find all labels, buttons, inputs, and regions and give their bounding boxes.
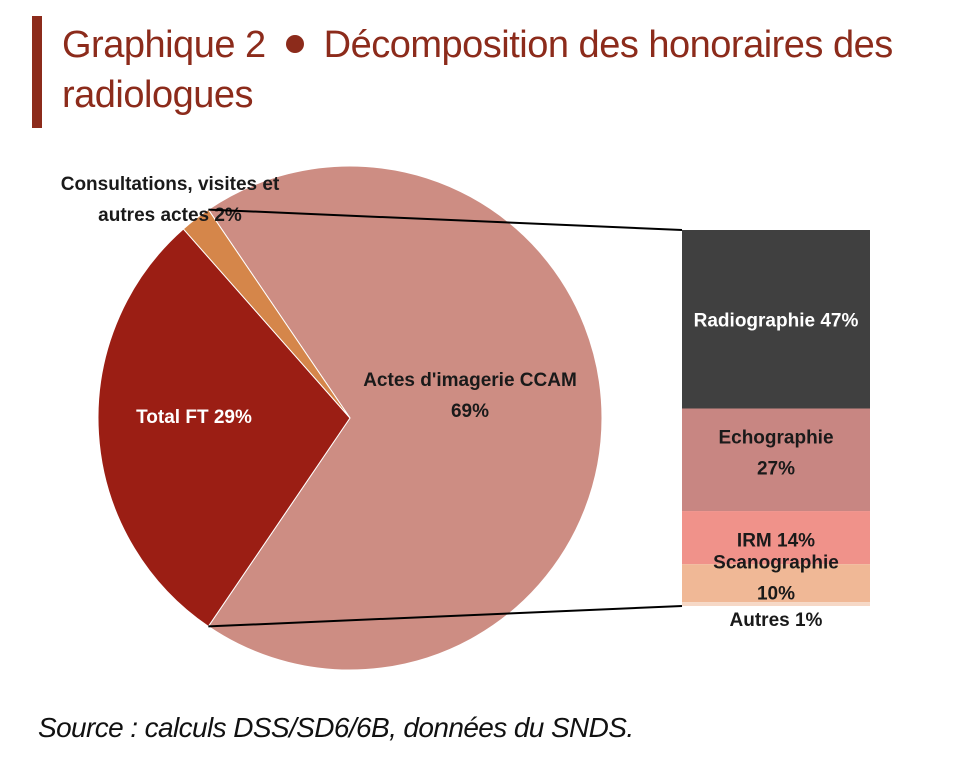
pie-slice-total-ft (97, 228, 351, 628)
connector-line-top (208, 208, 683, 231)
bar-segment-echographie-label: Echographie 27% (718, 427, 833, 479)
bar-segment-irm (682, 511, 870, 565)
title-part-1: Graphique 2 (62, 24, 266, 66)
bar-segment-scanographie-label: Scanographie 10% (713, 553, 839, 605)
pie-slice-consultations-visites-et-autres-actes-label-line: autres actes 2% (98, 205, 242, 226)
bar-segment-scanographie-label-line: Scanographie (713, 553, 839, 574)
pie-breakdown-chart: Actes d'imagerie CCAM 69% Total FT 29% Cons… (61, 165, 870, 671)
bar-segment-scanographie-label-line: 10% (757, 584, 795, 605)
bar-segment-radiographie-label-line: Radiographie 47% (694, 310, 859, 331)
pie-slice-consultations-visites-et-autres-actes (182, 208, 351, 419)
title-part-2: Décomposition des honoraires des radiolo… (62, 24, 893, 116)
bar-segment-echographie (682, 408, 870, 512)
bar-segment-radiographie-label: Radiographie 47% (694, 310, 859, 331)
bar-segment-autres-label-line: Autres 1% (730, 610, 823, 631)
title-bullet-icon (285, 34, 304, 53)
bar-segment-irm-label-line: IRM 14% (737, 531, 815, 552)
bar-segment-irm-label: IRM 14% (737, 531, 815, 552)
bar-segment-radiographie (682, 230, 870, 409)
pie-slice-actes-d-imagerie-ccam (207, 165, 603, 671)
pie-slice-actes-d-imagerie-ccam-label-line: 69% (451, 401, 489, 422)
bar-segment-echographie-label-line: Echographie (718, 427, 833, 448)
pie-slice-total-ft-label-line: Total FT 29% (136, 407, 252, 428)
pie-slice-actes-d-imagerie-ccam-label: Actes d'imagerie CCAM 69% (363, 370, 577, 422)
pie-slice-consultations-visites-et-autres-actes-label-line: Consultations, visites et (61, 174, 280, 195)
title-accent-bar (32, 16, 42, 128)
bar-segment-autres (682, 602, 870, 606)
bar-segment-autres-label: Autres 1% (730, 610, 823, 631)
pie-slice-total-ft-label: Total FT 29% (136, 407, 252, 428)
chart-title: Graphique 2 Décomposition des honoraires … (62, 20, 952, 120)
source-note: Source : calculs DSS/SD6/6B, données du … (38, 712, 634, 743)
bar-segment-echographie-label-line: 27% (757, 458, 795, 479)
pie-slice-actes-d-imagerie-ccam-label-line: Actes d'imagerie CCAM (363, 370, 577, 391)
connector-line-bottom (208, 605, 683, 628)
bar-segment-scanographie (682, 564, 870, 603)
pie-slice-consultations-visites-et-autres-actes-label: Consultations, visites et autres actes 2% (61, 174, 280, 226)
